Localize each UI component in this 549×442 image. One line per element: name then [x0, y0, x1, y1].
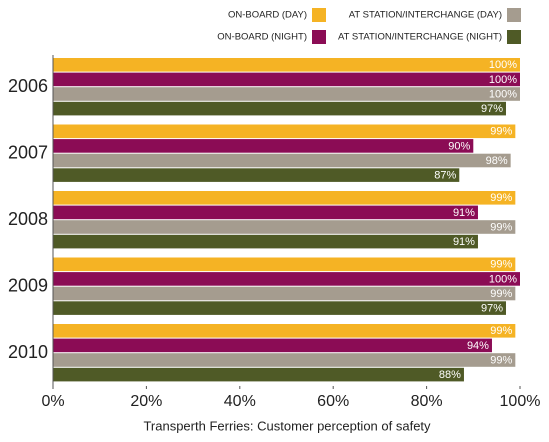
x-tick-label: 40%: [224, 393, 256, 410]
bar: [53, 153, 511, 168]
bar: [53, 58, 520, 72]
value-label: 99%: [490, 354, 512, 366]
value-label: 99%: [490, 288, 512, 300]
value-label: 99%: [490, 192, 512, 204]
value-label: 99%: [490, 126, 512, 138]
bar: [53, 205, 478, 220]
value-label: 97%: [481, 103, 503, 115]
bar: [53, 220, 516, 234]
y-tick-label: 2008: [8, 209, 48, 229]
bar: [53, 101, 506, 116]
x-tick-label: 0%: [41, 393, 64, 410]
value-label: 99%: [490, 221, 512, 233]
bar: [53, 234, 478, 249]
y-tick-label: 2010: [8, 342, 48, 362]
bar: [53, 87, 520, 101]
y-tick-label: 2009: [8, 275, 48, 295]
value-label: 100%: [489, 273, 517, 285]
bar: [53, 324, 516, 338]
bar: [53, 191, 516, 205]
y-tick-label: 2007: [8, 142, 48, 162]
legend-label: AT STATION/INTERCHANGE (DAY): [349, 10, 502, 21]
legend-swatch: [507, 8, 521, 22]
bar: [53, 353, 516, 367]
legend-swatch: [312, 30, 326, 44]
bar: [53, 301, 506, 315]
x-tick-label: 20%: [130, 393, 162, 410]
value-label: 98%: [486, 155, 508, 167]
value-label: 91%: [453, 236, 475, 248]
bar: [53, 168, 460, 182]
bar: [53, 139, 474, 153]
x-tick-label: 80%: [411, 393, 443, 410]
value-label: 100%: [489, 88, 517, 100]
bar: [53, 286, 516, 301]
legend-label: ON-BOARD (DAY): [228, 10, 307, 21]
value-label: 100%: [489, 59, 517, 71]
bar: [53, 257, 516, 272]
bar: [53, 272, 520, 286]
bar: [53, 124, 516, 139]
value-label: 87%: [434, 170, 456, 182]
bar: [53, 338, 492, 353]
legend-label: ON-BOARD (NIGHT): [217, 32, 307, 43]
x-tick-label: 100%: [500, 393, 541, 410]
value-label: 97%: [481, 303, 503, 315]
value-label: 99%: [490, 325, 512, 337]
chart-title: Transperth Ferries: Customer perception …: [143, 418, 431, 433]
legend-swatch: [507, 30, 521, 44]
x-tick-label: 60%: [317, 393, 349, 410]
y-tick-label: 2006: [8, 76, 48, 96]
value-label: 99%: [490, 259, 512, 271]
value-label: 100%: [489, 74, 517, 86]
legend-swatch: [312, 8, 326, 22]
bar: [53, 72, 520, 87]
value-label: 90%: [448, 140, 470, 152]
value-label: 94%: [467, 340, 489, 352]
legend-label: AT STATION/INTERCHANGE (NIGHT): [338, 32, 502, 43]
bar: [53, 367, 464, 382]
value-label: 88%: [439, 369, 461, 381]
value-label: 91%: [453, 207, 475, 219]
